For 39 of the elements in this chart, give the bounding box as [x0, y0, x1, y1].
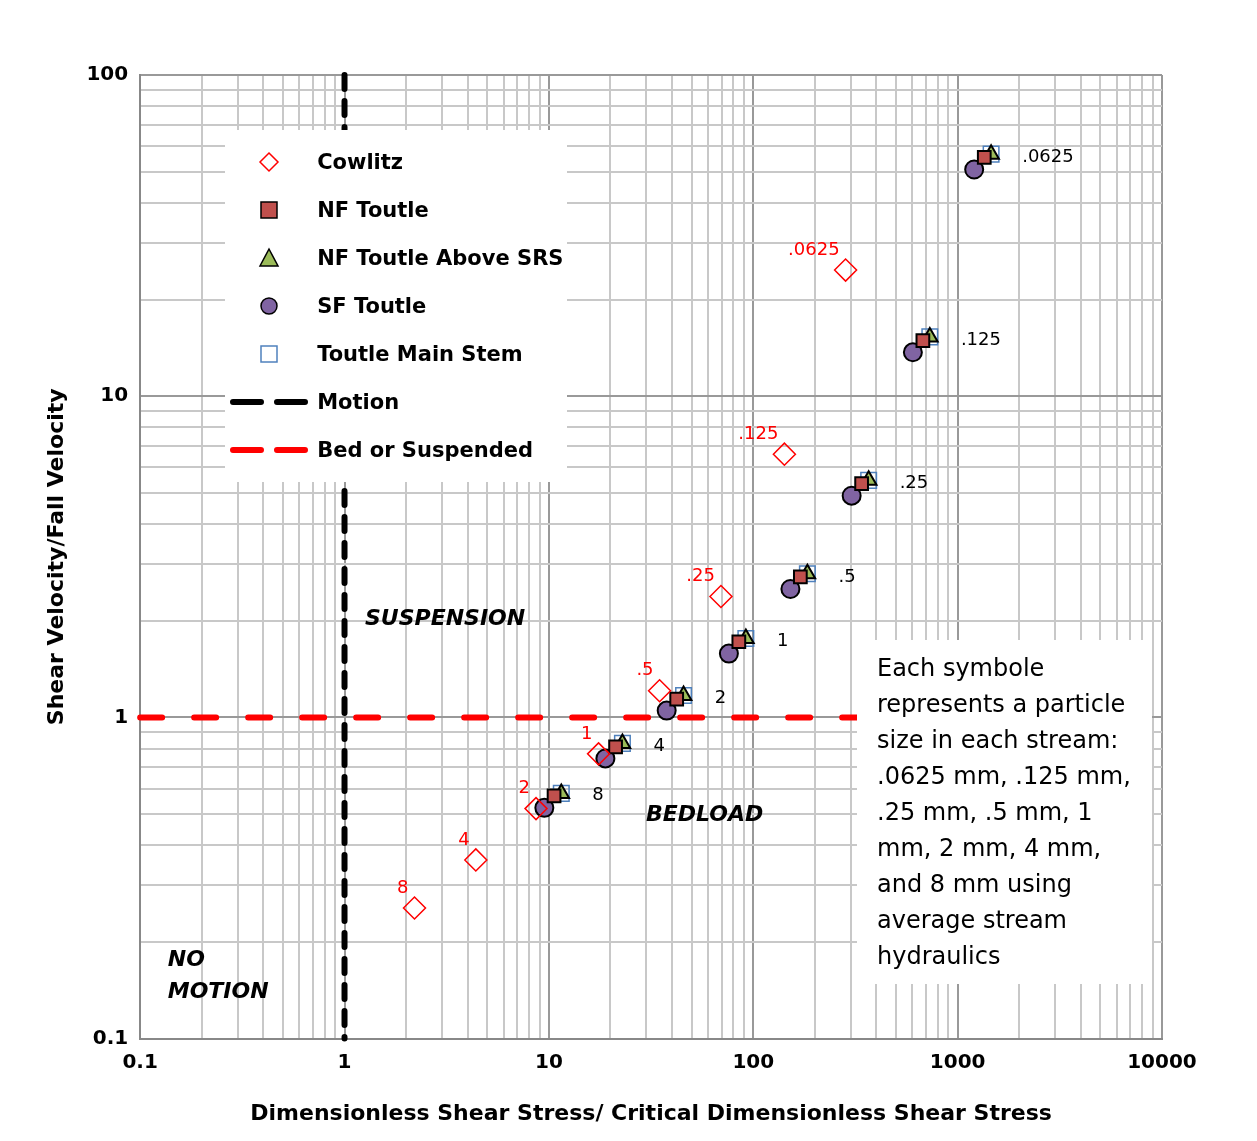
x-tick-label: 1 — [337, 1048, 352, 1073]
legend-label: NF Toutle Above SRS — [317, 246, 564, 270]
annotation: .5 — [838, 564, 856, 586]
x-tick-label: 1000 — [929, 1048, 986, 1073]
annotation: BEDLOAD — [645, 800, 764, 826]
annotation: .0625 — [1022, 145, 1074, 167]
annotation: .0625 — [788, 237, 840, 259]
annotation: .125 — [960, 327, 1001, 349]
annotation: 8 — [397, 875, 409, 897]
annotation: NO MOTION — [167, 945, 269, 1003]
annotation: 8 — [592, 783, 604, 805]
y-axis-title: Shear Velocity/Fall Velocity — [42, 388, 68, 726]
x-tick-label: 100 — [732, 1048, 775, 1073]
annotation: 4 — [653, 734, 665, 756]
annotation: 4 — [458, 827, 470, 849]
annotation: .25 — [686, 564, 715, 586]
x-axis-title: Dimensionless Shear Stress/ Critical Dimensionless Shear Stress — [250, 1099, 1052, 1125]
legend-label: Bed or Suspended — [317, 438, 533, 462]
annotation: .125 — [738, 421, 779, 443]
annotation: SUSPENSION — [364, 605, 526, 631]
annotation: 2 — [518, 776, 531, 798]
y-tick-label: 10 — [100, 382, 129, 407]
y-tick-label: 1 — [114, 703, 129, 728]
annotation: 2 — [714, 686, 727, 708]
y-tick-label: 100 — [86, 61, 129, 86]
x-tick-label: 10 — [534, 1048, 563, 1073]
ref-line-label: Motion — [317, 390, 400, 414]
text: Each symbole represents a particle size in each stream: .0625 mm, .125 mm, .25 mm, .5 mm, 1 mm, 2 mm, 4 mm, and 8 mm using average stream hydraulics — [877, 654, 1131, 970]
annotation: .25 — [899, 471, 929, 493]
legend-label: NF Toutle — [317, 198, 429, 222]
x-tick-label: 0.1 — [122, 1048, 158, 1073]
y-tick-label: 0.1 — [92, 1024, 129, 1049]
annotation: 1 — [776, 629, 789, 651]
legend-label: Cowlitz — [317, 150, 404, 174]
annotation: .5 — [636, 658, 654, 680]
annotation: 1 — [581, 721, 593, 743]
legend-label: SF Toutle — [317, 294, 427, 318]
legend-label: Toutle Main Stem — [317, 342, 523, 366]
x-tick-label: 10000 — [1127, 1048, 1197, 1073]
